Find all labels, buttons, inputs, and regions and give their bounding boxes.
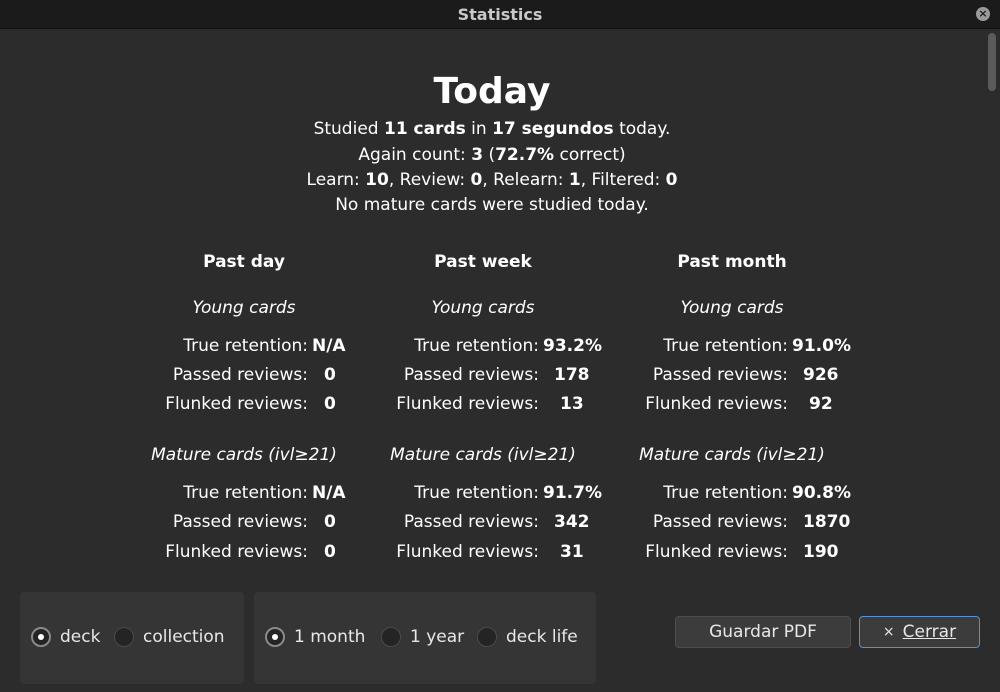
window-title: Statistics xyxy=(457,4,543,24)
mature-flunked-reviews: Flunked reviews: 0 xyxy=(165,542,336,562)
title-bar: Statistics × xyxy=(0,0,1000,29)
save-pdf-label: Guardar PDF xyxy=(709,622,817,642)
young-passed-reviews: Passed reviews: 178 xyxy=(403,365,590,385)
radio-checked-icon[interactable] xyxy=(31,627,51,647)
today-heading: Today xyxy=(433,71,551,112)
collection-radio[interactable]: collection xyxy=(114,627,225,647)
deck-life-radio[interactable]: deck life xyxy=(477,627,578,647)
young-passed-reviews: Passed reviews: 0 xyxy=(172,365,336,385)
column-past-week: Past week Young cards True retention: 93.… xyxy=(363,249,603,572)
young-flunked-reviews: Flunked reviews: 0 xyxy=(165,394,336,414)
one-year-radio[interactable]: 1 year xyxy=(381,627,464,647)
scope-group: deck collection xyxy=(20,592,244,684)
column-past-month: Past month Young cards True retention: 91… xyxy=(612,249,852,572)
one-month-radio-label: 1 month xyxy=(294,627,366,647)
mature-passed-reviews: Passed reviews: 1870 xyxy=(652,512,851,532)
stats-content: Today Studied 11 cards in 17 segundos to… xyxy=(0,29,984,589)
window-close-icon[interactable]: × xyxy=(976,7,990,21)
radio-unchecked-icon[interactable] xyxy=(381,627,401,647)
scrollbar-thumb[interactable] xyxy=(988,33,996,91)
mature-note: No mature cards were studied today. xyxy=(335,195,649,215)
mature-passed-reviews: Passed reviews: 342 xyxy=(403,512,590,532)
young-cards-title: Young cards xyxy=(431,298,535,318)
young-flunked-reviews: Flunked reviews: 92 xyxy=(645,394,833,414)
mature-true-retention: True retention: N/A xyxy=(183,483,346,503)
collection-radio-label: collection xyxy=(143,627,225,647)
one-year-radio-label: 1 year xyxy=(410,627,465,647)
young-cards-title: Young cards xyxy=(192,298,296,318)
period-group: 1 month 1 year deck life xyxy=(254,592,596,684)
column-header: Past month xyxy=(677,252,787,272)
young-flunked-reviews: Flunked reviews: 13 xyxy=(396,394,584,414)
again-count: Again count: 3 (72.7% correct) xyxy=(358,145,626,165)
deck-radio[interactable]: deck xyxy=(31,627,100,647)
young-true-retention: True retention: 91.0% xyxy=(663,336,851,356)
close-label: Cerrar xyxy=(902,622,957,642)
mature-passed-reviews: Passed reviews: 0 xyxy=(172,512,336,532)
close-icon: × xyxy=(882,624,895,640)
deck-life-radio-label: deck life xyxy=(506,627,578,647)
column-past-day: Past day Young cards True retention: N/A … xyxy=(124,249,364,572)
radio-unchecked-icon[interactable] xyxy=(477,627,497,647)
type-breakdown: Learn: 10, Review: 0, Relearn: 1, Filter… xyxy=(306,170,678,190)
column-header: Past week xyxy=(434,252,532,272)
close-button[interactable]: × Cerrar xyxy=(859,616,980,648)
mature-flunked-reviews: Flunked reviews: 190 xyxy=(645,542,839,562)
mature-cards-title: Mature cards (ivl≥21) xyxy=(390,445,576,465)
studied-summary: Studied 11 cards in 17 segundos today. xyxy=(313,119,671,139)
mature-true-retention: True retention: 91.7% xyxy=(414,483,602,503)
radio-unchecked-icon[interactable] xyxy=(114,627,134,647)
save-pdf-button[interactable]: Guardar PDF xyxy=(675,616,851,648)
deck-radio-label: deck xyxy=(60,627,101,647)
young-cards-title: Young cards xyxy=(680,298,784,318)
column-header: Past day xyxy=(203,252,285,272)
one-month-radio[interactable]: 1 month xyxy=(265,627,365,647)
mature-flunked-reviews: Flunked reviews: 31 xyxy=(396,542,584,562)
mature-cards-title: Mature cards (ivl≥21) xyxy=(639,445,825,465)
young-true-retention: True retention: 93.2% xyxy=(414,336,602,356)
mature-true-retention: True retention: 90.8% xyxy=(663,483,851,503)
young-passed-reviews: Passed reviews: 926 xyxy=(652,365,839,385)
vertical-scrollbar[interactable] xyxy=(984,29,1000,589)
mature-cards-title: Mature cards (ivl≥21) xyxy=(151,445,337,465)
young-true-retention: True retention: N/A xyxy=(183,336,346,356)
radio-checked-icon[interactable] xyxy=(265,627,285,647)
